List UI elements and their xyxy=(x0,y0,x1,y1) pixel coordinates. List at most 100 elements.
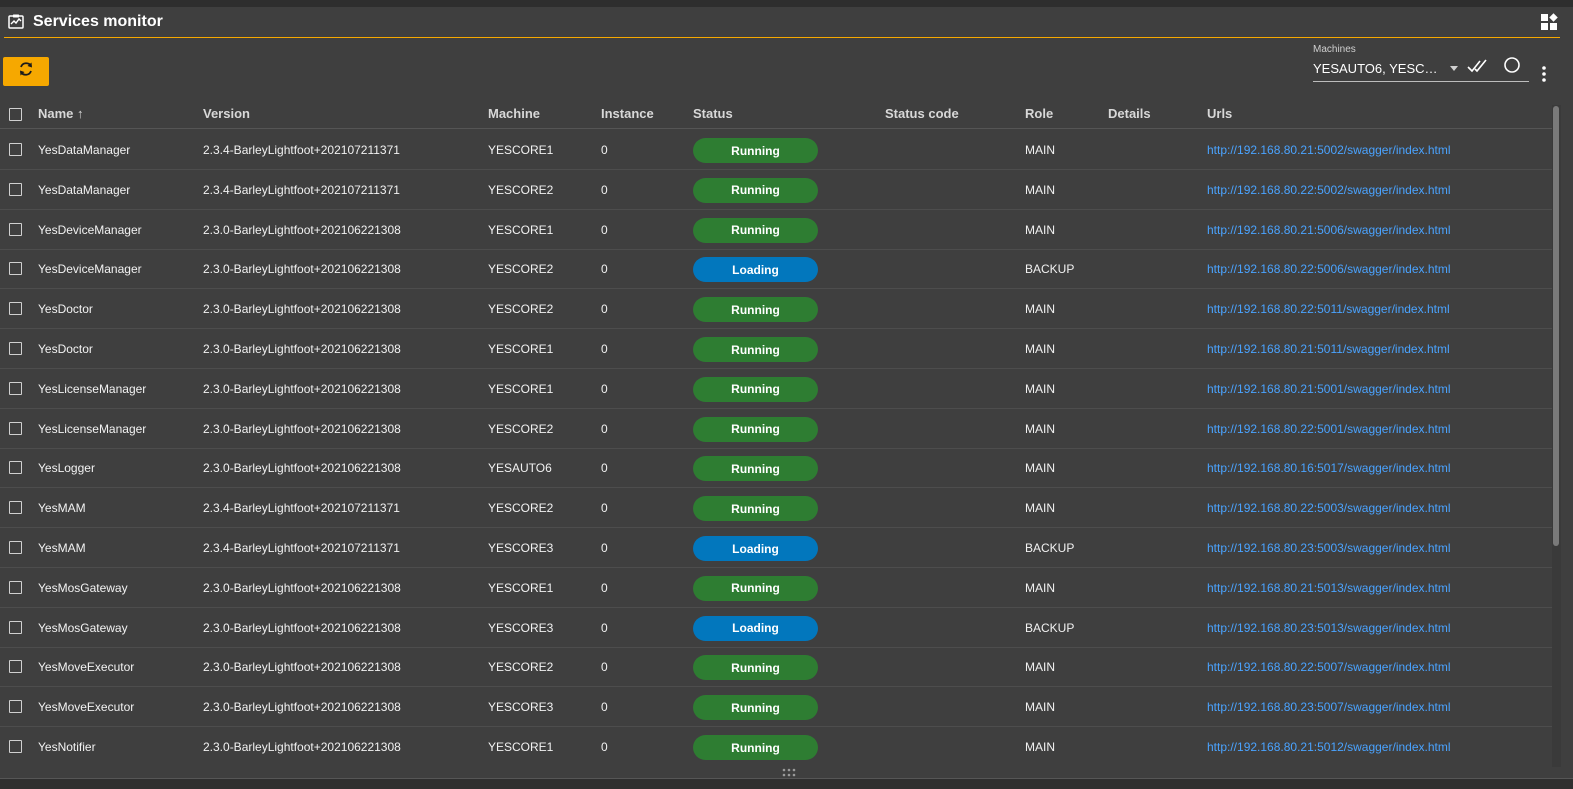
table-row[interactable]: YesDataManager 2.3.4-BarleyLightfoot+2021… xyxy=(0,170,1552,210)
column-header-details[interactable]: Details xyxy=(1108,106,1151,121)
cell-url[interactable]: http://192.168.80.23:5013/swagger/index.… xyxy=(1207,620,1451,635)
table-row[interactable]: YesDoctor 2.3.0-BarleyLightfoot+202106221… xyxy=(0,289,1552,330)
cell-url[interactable]: http://192.168.80.22:5007/swagger/index.… xyxy=(1207,660,1451,675)
cell-url[interactable]: http://192.168.80.21:5006/swagger/index.… xyxy=(1207,222,1451,237)
cell-role: MAIN xyxy=(1025,580,1055,595)
status-badge: Running xyxy=(693,655,818,681)
select-all-checkbox[interactable] xyxy=(9,108,22,121)
row-checkbox[interactable] xyxy=(9,421,22,435)
cell-instance: 0 xyxy=(601,740,608,754)
row-checkbox[interactable] xyxy=(9,222,22,236)
cell-version: 2.3.0-BarleyLightfoot+202106221308 xyxy=(203,700,401,715)
cell-url[interactable]: http://192.168.80.21:5012/swagger/index.… xyxy=(1207,740,1451,754)
cell-instance: 0 xyxy=(601,421,608,436)
machines-value[interactable]: YESAUTO6, YESCORE1, YESCORE2, YESCORE3 xyxy=(1313,61,1445,76)
row-checkbox[interactable] xyxy=(9,461,22,475)
table-row[interactable]: YesMAM 2.3.4-BarleyLightfoot+202107211371… xyxy=(0,528,1552,568)
cell-name: YesDoctor xyxy=(38,342,93,356)
chevron-down-icon[interactable] xyxy=(1450,66,1458,71)
row-checkbox[interactable] xyxy=(9,660,22,674)
cell-url[interactable]: http://192.168.80.21:5013/swagger/index.… xyxy=(1207,580,1451,595)
cell-name: YesDoctor xyxy=(38,302,93,317)
machines-select[interactable]: Machines YESAUTO6, YESCORE1, YESCORE2, Y… xyxy=(1313,44,1529,82)
row-checkbox[interactable] xyxy=(9,302,22,316)
table-row[interactable]: YesMosGateway 2.3.0-BarleyLightfoot+20210… xyxy=(0,608,1552,648)
cell-version: 2.3.0-BarleyLightfoot+202106221308 xyxy=(203,660,401,675)
cell-role: MAIN xyxy=(1025,302,1055,317)
column-header-name[interactable]: Name ↑ xyxy=(38,106,84,121)
cell-instance: 0 xyxy=(601,461,608,476)
column-header-instance[interactable]: Instance xyxy=(601,106,654,121)
table-row[interactable]: YesLicenseManager 2.3.0-BarleyLightfoot+2… xyxy=(0,369,1552,409)
table-row[interactable]: YesMoveExecutor 2.3.0-BarleyLightfoot+202… xyxy=(0,647,1552,688)
dashboard-icon[interactable] xyxy=(1540,13,1558,31)
cell-url[interactable]: http://192.168.80.21:5011/swagger/index.… xyxy=(1207,342,1450,356)
page-title: Services monitor xyxy=(33,13,163,30)
cell-version: 2.3.4-BarleyLightfoot+202107211371 xyxy=(203,541,400,555)
table-row[interactable]: YesMosGateway 2.3.0-BarleyLightfoot+20210… xyxy=(0,568,1552,608)
table-row[interactable]: YesDataManager 2.3.4-BarleyLightfoot+2021… xyxy=(0,130,1552,170)
double-check-icon[interactable] xyxy=(1467,58,1489,74)
cell-url[interactable]: http://192.168.80.22:5006/swagger/index.… xyxy=(1207,262,1451,277)
row-checkbox[interactable] xyxy=(9,580,22,594)
column-header-status-code[interactable]: Status code xyxy=(885,106,959,121)
column-header-role[interactable]: Role xyxy=(1025,106,1054,121)
cell-name: YesDataManager xyxy=(38,182,131,197)
row-checkbox[interactable] xyxy=(9,262,22,276)
cell-version: 2.3.4-BarleyLightfoot+202107211371 xyxy=(203,182,400,197)
refresh-button[interactable] xyxy=(3,57,49,86)
row-checkbox[interactable] xyxy=(9,342,22,355)
row-checkbox[interactable] xyxy=(9,700,22,714)
machines-label: Machines xyxy=(1313,44,1356,55)
row-checkbox[interactable] xyxy=(9,740,22,753)
column-header-urls[interactable]: Urls xyxy=(1207,106,1233,121)
cell-name: YesMoveExecutor xyxy=(38,660,135,675)
status-badge: Running xyxy=(693,177,818,203)
table-row[interactable]: YesNotifier 2.3.0-BarleyLightfoot+2021062… xyxy=(0,727,1552,766)
circle-icon[interactable] xyxy=(1503,56,1521,74)
row-checkbox[interactable] xyxy=(9,381,22,395)
cell-machine: YESCORE1 xyxy=(488,143,554,157)
cell-url[interactable]: http://192.168.80.22:5002/swagger/index.… xyxy=(1207,182,1451,197)
cell-instance: 0 xyxy=(601,501,608,516)
cell-name: YesMAM xyxy=(38,501,86,516)
cell-machine: YESCORE2 xyxy=(488,302,554,317)
cell-url[interactable]: http://192.168.80.16:5017/swagger/index.… xyxy=(1207,461,1451,476)
status-badge: Running xyxy=(693,217,818,243)
status-badge: Running xyxy=(693,456,818,482)
cell-role: MAIN xyxy=(1025,182,1055,197)
cell-url[interactable]: http://192.168.80.21:5002/swagger/index.… xyxy=(1207,143,1451,157)
cell-url[interactable]: http://192.168.80.23:5003/swagger/index.… xyxy=(1207,541,1451,555)
table-row[interactable]: YesMAM 2.3.4-BarleyLightfoot+202107211371… xyxy=(0,488,1552,529)
cell-machine: YESCORE2 xyxy=(488,660,554,675)
cell-url[interactable]: http://192.168.80.22:5011/swagger/index.… xyxy=(1207,302,1450,317)
drag-handle-icon[interactable] xyxy=(781,766,797,778)
row-checkbox[interactable] xyxy=(9,501,22,515)
column-header-version[interactable]: Version xyxy=(203,106,250,121)
table-row[interactable]: YesLogger 2.3.0-BarleyLightfoot+202106221… xyxy=(0,448,1552,489)
row-checkbox[interactable] xyxy=(9,541,22,554)
status-badge: Loading xyxy=(693,536,818,561)
status-badge: Loading xyxy=(693,615,818,641)
row-checkbox[interactable] xyxy=(9,620,22,634)
cell-name: YesMoveExecutor xyxy=(38,700,135,715)
cell-url[interactable]: http://192.168.80.22:5003/swagger/index.… xyxy=(1207,501,1451,516)
column-header-machine[interactable]: Machine xyxy=(488,106,541,121)
more-vert-icon[interactable] xyxy=(1541,65,1547,83)
table-row[interactable]: YesDoctor 2.3.0-BarleyLightfoot+202106221… xyxy=(0,329,1552,369)
table-row[interactable]: YesDeviceManager 2.3.0-BarleyLightfoot+20… xyxy=(0,210,1552,250)
cell-version: 2.3.0-BarleyLightfoot+202106221308 xyxy=(203,740,401,754)
top-strip xyxy=(0,0,1573,7)
table-row[interactable]: YesLicenseManager 2.3.0-BarleyLightfoot+2… xyxy=(0,409,1552,449)
row-checkbox[interactable] xyxy=(9,143,22,156)
table-row[interactable]: YesDeviceManager 2.3.0-BarleyLightfoot+20… xyxy=(0,249,1552,290)
cell-role: MAIN xyxy=(1025,700,1055,715)
cell-url[interactable]: http://192.168.80.23:5007/swagger/index.… xyxy=(1207,700,1451,715)
cell-url[interactable]: http://192.168.80.21:5001/swagger/index.… xyxy=(1207,381,1451,396)
cell-url[interactable]: http://192.168.80.22:5001/swagger/index.… xyxy=(1207,421,1451,436)
table-row[interactable]: YesMoveExecutor 2.3.0-BarleyLightfoot+202… xyxy=(0,687,1552,728)
monitor-chart-icon xyxy=(7,13,25,31)
scrollbar-thumb[interactable] xyxy=(1553,106,1559,546)
row-checkbox[interactable] xyxy=(9,182,22,196)
column-header-status[interactable]: Status xyxy=(693,106,733,121)
